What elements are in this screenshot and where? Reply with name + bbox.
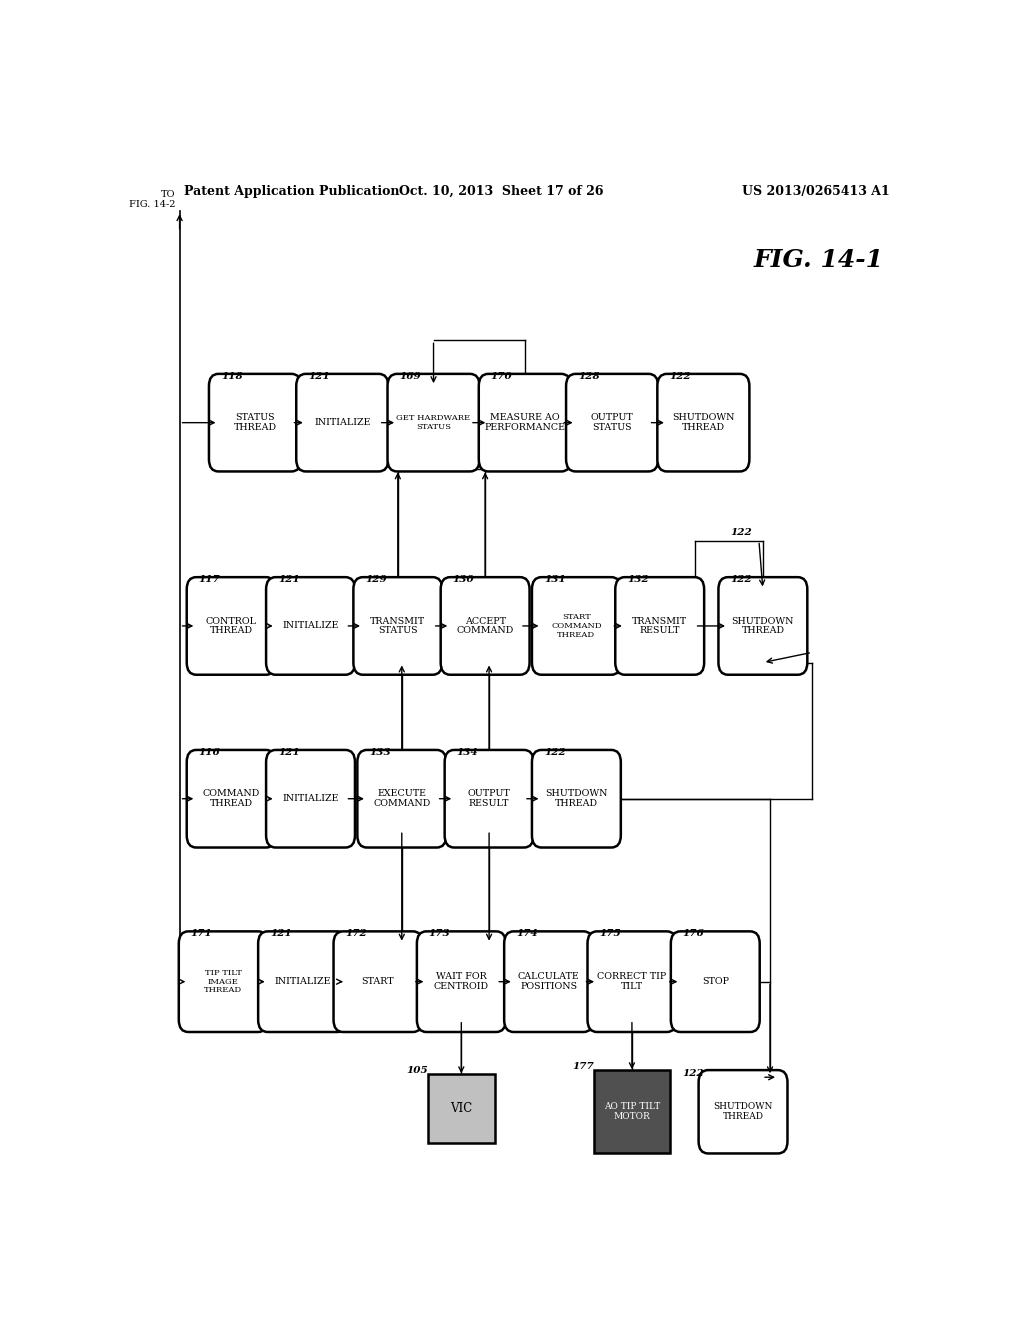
Text: 121: 121: [308, 372, 330, 381]
FancyBboxPatch shape: [479, 374, 570, 471]
Text: FIG. 14-1: FIG. 14-1: [754, 248, 884, 272]
Text: TRANSMIT
STATUS: TRANSMIT STATUS: [371, 616, 425, 635]
Text: Patent Application Publication: Patent Application Publication: [183, 185, 399, 198]
FancyBboxPatch shape: [186, 750, 275, 847]
FancyBboxPatch shape: [566, 374, 658, 471]
Text: WAIT FOR
CENTROID: WAIT FOR CENTROID: [434, 973, 488, 991]
FancyBboxPatch shape: [209, 374, 301, 471]
FancyBboxPatch shape: [657, 374, 750, 471]
Text: INITIALIZE: INITIALIZE: [283, 622, 339, 631]
FancyBboxPatch shape: [504, 932, 593, 1032]
Text: VIC: VIC: [451, 1102, 472, 1115]
FancyBboxPatch shape: [615, 577, 705, 675]
Text: 176: 176: [683, 929, 705, 939]
Text: Oct. 10, 2013  Sheet 17 of 26: Oct. 10, 2013 Sheet 17 of 26: [398, 185, 603, 198]
Text: START
COMMAND
THREAD: START COMMAND THREAD: [551, 614, 602, 639]
Text: MEASURE AO
PERFORMANCE: MEASURE AO PERFORMANCE: [484, 413, 565, 432]
Text: 177: 177: [572, 1063, 594, 1071]
Text: 122: 122: [682, 1069, 705, 1078]
FancyBboxPatch shape: [428, 1074, 495, 1143]
Text: 131: 131: [544, 576, 565, 585]
FancyBboxPatch shape: [531, 577, 621, 675]
Text: CORRECT TIP
TILT: CORRECT TIP TILT: [597, 973, 667, 991]
FancyBboxPatch shape: [671, 932, 760, 1032]
Text: 129: 129: [366, 576, 387, 585]
FancyBboxPatch shape: [179, 932, 267, 1032]
Text: 175: 175: [599, 929, 622, 939]
Text: 169: 169: [399, 372, 421, 381]
Text: ACCEPT
COMMAND: ACCEPT COMMAND: [457, 616, 514, 635]
Text: EXECUTE
COMMAND: EXECUTE COMMAND: [373, 789, 430, 808]
Text: 122: 122: [730, 528, 752, 536]
Text: SHUTDOWN
THREAD: SHUTDOWN THREAD: [672, 413, 734, 432]
Text: GET HARDWARE
STATUS: GET HARDWARE STATUS: [396, 414, 471, 430]
Text: 172: 172: [345, 929, 368, 939]
Text: CONTROL
THREAD: CONTROL THREAD: [206, 616, 257, 635]
Text: STATUS
THREAD: STATUS THREAD: [233, 413, 276, 432]
Text: TRANSMIT
RESULT: TRANSMIT RESULT: [632, 616, 687, 635]
Text: 122: 122: [730, 576, 752, 585]
FancyBboxPatch shape: [444, 750, 534, 847]
Text: INITIALIZE: INITIALIZE: [283, 795, 339, 804]
Text: 121: 121: [278, 576, 300, 585]
FancyBboxPatch shape: [334, 932, 423, 1032]
Text: 121: 121: [278, 748, 300, 758]
Text: COMMAND
THREAD: COMMAND THREAD: [203, 789, 260, 808]
Text: INITIALIZE: INITIALIZE: [314, 418, 371, 428]
Text: SHUTDOWN
THREAD: SHUTDOWN THREAD: [545, 789, 607, 808]
Text: 133: 133: [370, 748, 391, 758]
FancyBboxPatch shape: [266, 750, 355, 847]
Text: 130: 130: [453, 576, 474, 585]
Text: INITIALIZE: INITIALIZE: [274, 977, 331, 986]
FancyBboxPatch shape: [357, 750, 446, 847]
FancyBboxPatch shape: [698, 1071, 787, 1154]
Text: OUTPUT
RESULT: OUTPUT RESULT: [468, 789, 510, 808]
Text: 122: 122: [670, 372, 691, 381]
Text: START: START: [361, 977, 394, 986]
Text: 173: 173: [429, 929, 451, 939]
Text: 105: 105: [406, 1067, 428, 1076]
Text: 134: 134: [457, 748, 478, 758]
Text: 174: 174: [516, 929, 538, 939]
Text: 171: 171: [190, 929, 212, 939]
FancyBboxPatch shape: [186, 577, 275, 675]
FancyBboxPatch shape: [258, 932, 347, 1032]
Text: 128: 128: [578, 372, 600, 381]
FancyBboxPatch shape: [594, 1071, 670, 1154]
Text: 118: 118: [221, 372, 243, 381]
Text: 116: 116: [199, 748, 220, 758]
FancyBboxPatch shape: [440, 577, 529, 675]
Text: STOP: STOP: [701, 977, 729, 986]
Text: 170: 170: [490, 372, 512, 381]
Text: 121: 121: [270, 929, 292, 939]
Text: AO TIP TILT
MOTOR: AO TIP TILT MOTOR: [604, 1102, 660, 1121]
FancyBboxPatch shape: [588, 932, 677, 1032]
Text: 122: 122: [544, 748, 565, 758]
Text: TO
FIG. 14-2: TO FIG. 14-2: [129, 190, 176, 210]
Text: TIP TILT
IMAGE
THREAD: TIP TILT IMAGE THREAD: [204, 969, 243, 994]
Text: 132: 132: [627, 576, 649, 585]
Text: US 2013/0265413 A1: US 2013/0265413 A1: [742, 185, 890, 198]
FancyBboxPatch shape: [296, 374, 388, 471]
Text: SHUTDOWN
THREAD: SHUTDOWN THREAD: [731, 616, 795, 635]
FancyBboxPatch shape: [417, 932, 506, 1032]
Text: 117: 117: [199, 576, 220, 585]
FancyBboxPatch shape: [719, 577, 807, 675]
FancyBboxPatch shape: [353, 577, 442, 675]
Text: OUTPUT
STATUS: OUTPUT STATUS: [591, 413, 634, 432]
FancyBboxPatch shape: [531, 750, 621, 847]
Text: CALCULATE
POSITIONS: CALCULATE POSITIONS: [518, 973, 580, 991]
FancyBboxPatch shape: [387, 374, 479, 471]
Text: SHUTDOWN
THREAD: SHUTDOWN THREAD: [714, 1102, 773, 1121]
FancyBboxPatch shape: [266, 577, 355, 675]
